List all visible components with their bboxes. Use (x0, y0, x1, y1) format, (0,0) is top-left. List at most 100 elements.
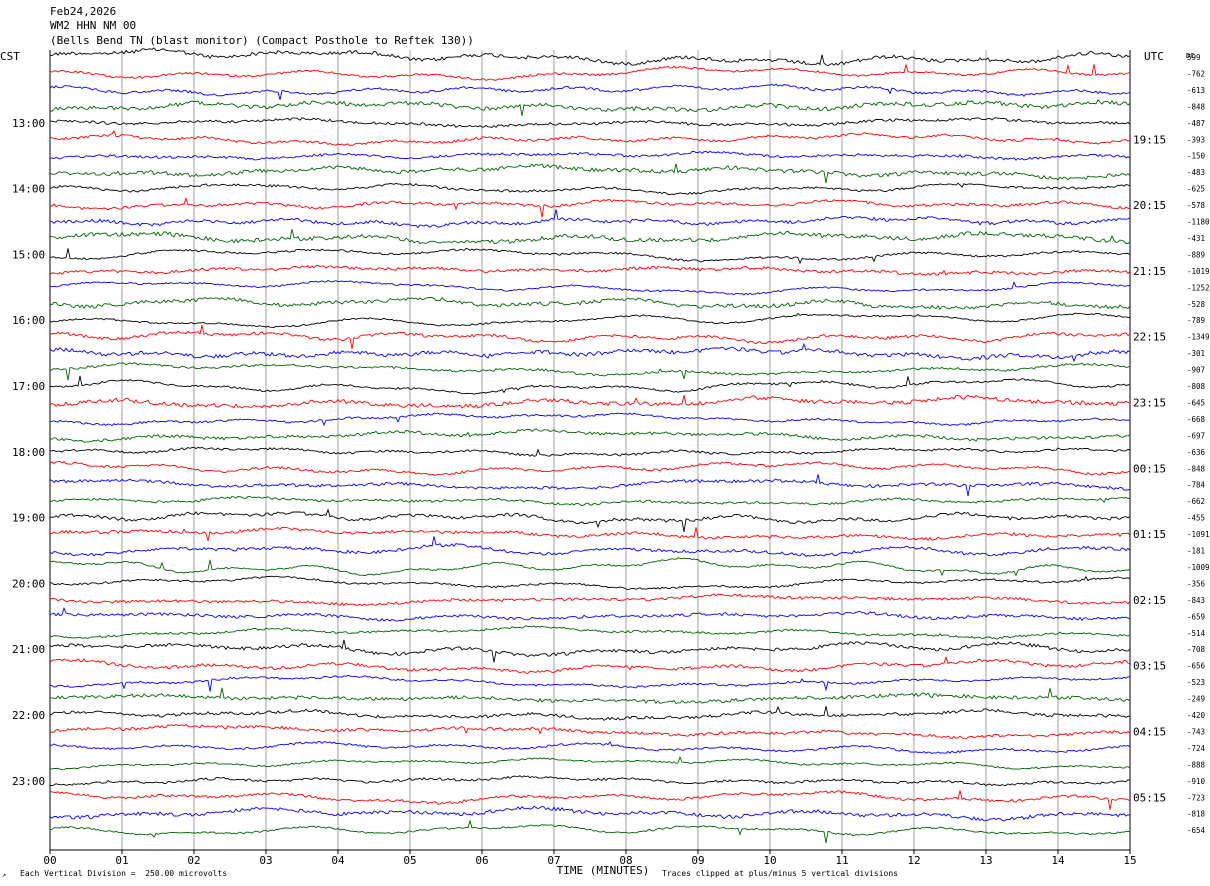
dc-offset-value: -578 (1187, 201, 1206, 210)
cst-hour-label: 20:00 (12, 577, 45, 590)
cst-hour-label: 16:00 (12, 314, 45, 327)
dc-offset-value: -697 (1187, 431, 1205, 440)
dc-offset-value: -907 (1187, 366, 1205, 375)
dc-offset-value: -393 (1187, 135, 1205, 144)
x-tick-label: 12 (907, 854, 920, 867)
seismic-trace (49, 342, 1131, 363)
x-tick-label: 11 (835, 854, 848, 867)
x-tick-label: 04 (331, 854, 345, 867)
seismic-trace (49, 375, 1131, 395)
seismic-trace (49, 639, 1131, 663)
seismic-trace (49, 296, 1131, 311)
seismic-trace (50, 446, 1131, 457)
seismic-trace (49, 625, 1131, 640)
dc-offset-value: -724 (1187, 744, 1206, 753)
dc-offset-value: -723 (1187, 793, 1205, 802)
dc-offset-value: -1091 (1187, 530, 1210, 539)
seismic-trace (49, 83, 1131, 100)
seismic-trace (49, 593, 1131, 607)
seismic-trace (49, 508, 1131, 532)
seismic-trace (49, 741, 1131, 755)
seismic-trace (49, 394, 1131, 409)
utc-hour-label: 23:15 (1133, 396, 1166, 409)
seismic-trace (49, 182, 1131, 196)
dc-offset-value: -708 (1187, 645, 1206, 654)
cst-hour-label: 19:00 (12, 512, 45, 525)
dc-offset-value: -150 (1187, 152, 1206, 161)
utc-hour-label: 02:15 (1133, 594, 1166, 607)
x-tick-label: 09 (691, 854, 704, 867)
seismic-trace (49, 129, 1131, 147)
x-tick-label: 07 (547, 854, 560, 867)
cst-hour-label: 14:00 (12, 183, 45, 196)
seismic-trace (49, 248, 1131, 265)
dc-offset-value: -656 (1187, 662, 1206, 671)
helicorder-date: Feb24,2026 (50, 5, 117, 18)
utc-hour-label: 03:15 (1133, 660, 1166, 673)
utc-axis-label: UTC (1144, 50, 1164, 63)
dc-offset-value: -1180 (1187, 218, 1210, 227)
seismic-trace (49, 805, 1131, 822)
scale-icon: ↗ (2, 871, 7, 879)
cst-hour-label: 17:00 (12, 380, 45, 393)
dc-offset-value: -613 (1187, 86, 1205, 95)
dc-offset-value: -483 (1187, 168, 1205, 177)
dc-offset-value: -762 (1187, 69, 1205, 78)
dc-offset-value: -514 (1187, 629, 1206, 638)
cst-hour-label: 18:00 (12, 446, 45, 459)
dc-offset-value: -888 (1187, 760, 1206, 769)
x-tick-label: 05 (403, 854, 416, 867)
x-tick-label: 06 (475, 854, 488, 867)
clip-note: Traces clipped at plus/minus 5 vertical … (662, 869, 899, 878)
dc-offset-value: -818 (1187, 810, 1206, 819)
seismic-trace (49, 99, 1131, 116)
dc-offset-value: -662 (1187, 497, 1205, 506)
utc-hour-label: 04:15 (1133, 725, 1166, 738)
seismic-trace (49, 474, 1131, 497)
dc-offset-value: -910 (1187, 777, 1206, 786)
seismic-trace (49, 362, 1131, 381)
x-tick-label: 03 (259, 854, 272, 867)
dc-offset-value: -668 (1187, 415, 1206, 424)
x-tick-label: 10 (763, 854, 776, 867)
cst-hour-label: 21:00 (12, 643, 45, 656)
x-axis-title: TIME (MINUTES) (557, 864, 650, 877)
x-tick-label: 02 (187, 854, 200, 867)
seismic-trace (49, 412, 1131, 427)
seismic-trace (49, 655, 1131, 674)
dc-offset-value: -848 (1187, 464, 1206, 473)
dc-offset-value: -1252 (1187, 283, 1210, 292)
vertical-division-note: Each Vertical Division = 250.00 microvol… (20, 869, 228, 878)
seismic-trace (49, 723, 1131, 740)
seismic-trace (49, 325, 1131, 349)
dc-offset-value: -625 (1187, 185, 1205, 194)
seismic-trace (49, 819, 1131, 844)
seismic-trace (49, 63, 1131, 82)
dc-offset-value: -1349 (1187, 333, 1210, 342)
seismic-trace (49, 279, 1131, 296)
utc-hour-label: 05:15 (1133, 791, 1166, 804)
dc-offset-value: -356 (1187, 579, 1206, 588)
dc-offset-value: -523 (1187, 678, 1205, 687)
dc-header: DC (1186, 52, 1194, 60)
dc-offset-value: -636 (1187, 448, 1206, 457)
seismic-trace (49, 428, 1131, 443)
dc-offset-value: -645 (1187, 398, 1205, 407)
seismic-trace (49, 460, 1131, 476)
seismic-trace (49, 674, 1131, 692)
dc-offset-value: -455 (1187, 514, 1205, 523)
seismic-trace (49, 264, 1131, 276)
dc-offset-value: -659 (1187, 612, 1205, 621)
dc-offset-value: -431 (1187, 234, 1205, 243)
seismic-trace (49, 526, 1131, 542)
seismic-trace (49, 705, 1131, 721)
dc-offset-value: -743 (1187, 727, 1205, 736)
seismic-trace (49, 536, 1131, 557)
station-description: (Bells Bend TN (blast monitor) (Compact … (50, 34, 474, 47)
dc-offset-value: -420 (1187, 711, 1206, 720)
x-tick-label: 08 (619, 854, 632, 867)
x-tick-label: 15 (1123, 854, 1136, 867)
utc-hour-label: 22:15 (1133, 331, 1166, 344)
dc-offset-value: -1019 (1187, 267, 1210, 276)
cst-hour-label: 22:00 (12, 709, 45, 722)
